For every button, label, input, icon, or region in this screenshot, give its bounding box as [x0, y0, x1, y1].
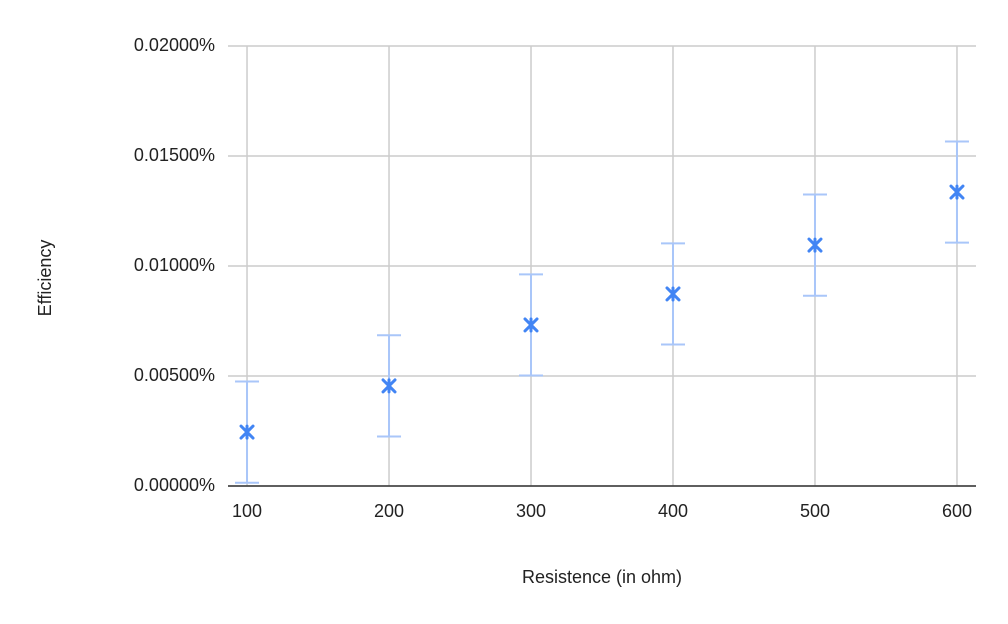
marker	[807, 237, 823, 253]
x-tick-label: 200	[374, 501, 404, 521]
marker	[239, 424, 255, 440]
x-tick-label: 300	[516, 501, 546, 521]
marker	[381, 378, 397, 394]
y-tick-label: 0.01500%	[134, 145, 215, 165]
x-axis-label: Resistence (in ohm)	[522, 567, 682, 587]
x-tick-label: 500	[800, 501, 830, 521]
x-tick-label: 600	[942, 501, 972, 521]
marker	[523, 317, 539, 333]
x-tick-label: 100	[232, 501, 262, 521]
x-tick-label: 400	[658, 501, 688, 521]
marker	[949, 184, 965, 200]
y-tick-label: 0.00000%	[134, 475, 215, 495]
y-tick-label: 0.01000%	[134, 255, 215, 275]
y-tick-label: 0.00500%	[134, 365, 215, 385]
marker	[665, 286, 681, 302]
y-axis-label: Efficiency	[35, 240, 55, 317]
y-tick-label: 0.02000%	[134, 35, 215, 55]
